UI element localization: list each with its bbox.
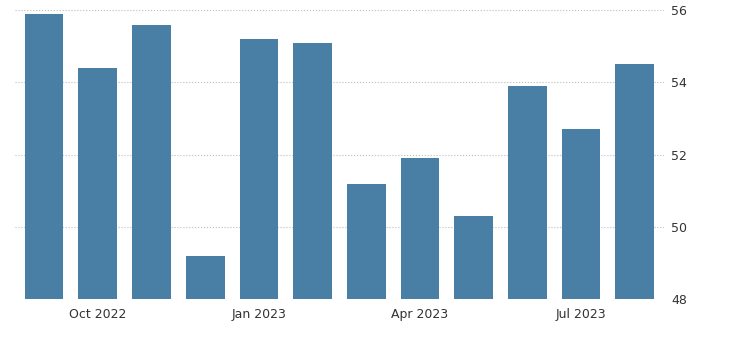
Bar [347,184,385,299]
Bar [508,86,547,299]
Bar [239,39,278,299]
Bar [615,64,654,299]
Bar [562,130,600,299]
Bar [79,68,117,299]
Bar [454,216,493,299]
Bar [132,24,171,299]
Bar [186,256,225,299]
Bar [25,14,64,299]
Bar [401,158,439,299]
Bar [293,43,332,299]
